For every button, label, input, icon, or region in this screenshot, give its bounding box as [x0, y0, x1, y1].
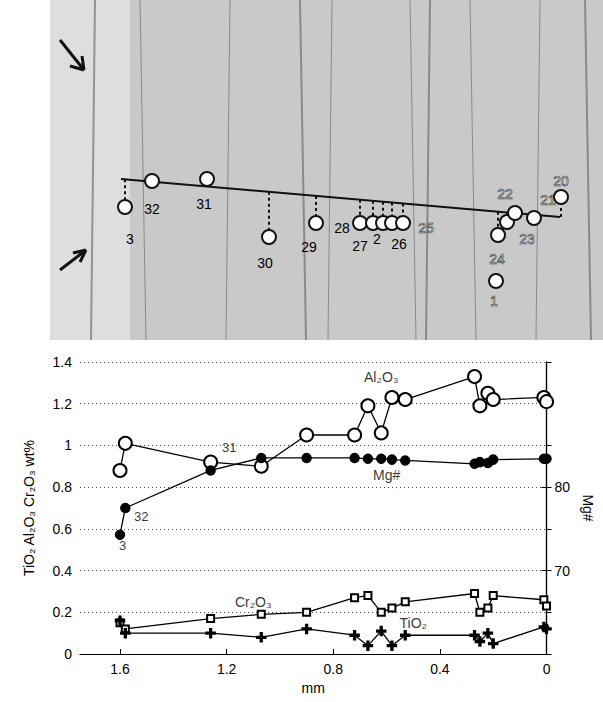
svg-text:0.8: 0.8	[324, 661, 344, 677]
svg-text:22: 22	[497, 186, 513, 202]
svg-text:Al₂O₃: Al₂O₃	[364, 369, 398, 385]
svg-text:27: 27	[352, 238, 368, 254]
svg-text:1.4: 1.4	[53, 354, 73, 370]
svg-text:32: 32	[134, 509, 148, 524]
svg-text:32: 32	[144, 201, 160, 217]
svg-text:Mg#: Mg#	[373, 467, 400, 483]
svg-text:24: 24	[489, 251, 505, 267]
svg-text:25: 25	[418, 220, 434, 236]
svg-text:26: 26	[391, 236, 407, 252]
svg-text:TiO₂: TiO₂	[399, 615, 426, 631]
svg-text:0.8: 0.8	[53, 479, 73, 495]
svg-text:Mg#: Mg#	[580, 494, 596, 521]
svg-text:3: 3	[126, 231, 134, 247]
svg-text:TiO₂ Al₂O₃ Cr₂O₃ wt%: TiO₂ Al₂O₃ Cr₂O₃ wt%	[21, 440, 37, 576]
svg-text:23: 23	[519, 231, 535, 247]
svg-text:1.2: 1.2	[217, 661, 237, 677]
svg-text:0.4: 0.4	[53, 563, 73, 579]
svg-text:mm: mm	[302, 680, 325, 696]
svg-text:21: 21	[540, 191, 556, 208]
svg-text:0: 0	[543, 661, 551, 677]
svg-text:80: 80	[555, 479, 571, 495]
svg-text:31: 31	[196, 196, 212, 212]
svg-text:28: 28	[334, 220, 350, 236]
svg-text:20: 20	[553, 173, 569, 189]
svg-text:1: 1	[490, 293, 498, 309]
svg-text:0: 0	[64, 646, 72, 662]
svg-text:1.2: 1.2	[53, 396, 73, 412]
svg-text:2: 2	[373, 231, 381, 247]
svg-text:70: 70	[555, 563, 571, 579]
svg-text:0.6: 0.6	[53, 521, 73, 537]
svg-text:3: 3	[119, 538, 126, 553]
svg-text:1: 1	[64, 437, 72, 453]
svg-text:31: 31	[222, 440, 236, 455]
svg-text:1.6: 1.6	[110, 661, 130, 677]
svg-text:29: 29	[301, 239, 317, 255]
svg-text:30: 30	[257, 255, 273, 271]
svg-text:Cr₂O₃: Cr₂O₃	[235, 594, 272, 610]
svg-text:0.2: 0.2	[53, 604, 73, 620]
svg-text:0.4: 0.4	[430, 661, 450, 677]
